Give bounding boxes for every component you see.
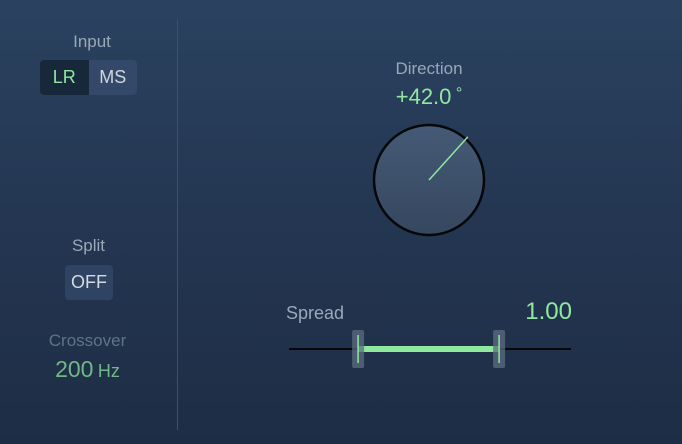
spread-label: Spread <box>286 303 345 323</box>
direction-label: Direction <box>395 59 463 78</box>
split-toggle-button[interactable]: OFF <box>65 265 113 300</box>
spread-handle-left[interactable] <box>352 330 365 368</box>
direction-number: +42.0 <box>395 84 452 109</box>
crossover-number: 200 <box>55 356 94 382</box>
crossover-value[interactable]: 200 Hz <box>30 356 145 383</box>
slider-range-fill <box>358 346 500 352</box>
direction-knob[interactable] <box>369 120 489 240</box>
spread-value[interactable]: 1.00 <box>525 298 572 325</box>
spread-handle-right[interactable] <box>493 330 506 368</box>
direction-value[interactable]: +42.0 ° <box>360 84 498 110</box>
spread-slider[interactable] <box>280 325 580 373</box>
input-label: Input <box>73 32 111 51</box>
input-lr-button[interactable]: LR <box>40 60 89 95</box>
crossover-label: Crossover <box>48 331 127 350</box>
degree-unit: ° <box>455 85 463 102</box>
input-ms-button[interactable]: MS <box>99 67 127 87</box>
input-segmented-control[interactable]: LR MS <box>40 60 137 95</box>
crossover-unit: Hz <box>97 361 120 381</box>
divider <box>177 20 178 430</box>
split-label: Split <box>71 236 106 255</box>
knob-indicator <box>428 136 469 181</box>
